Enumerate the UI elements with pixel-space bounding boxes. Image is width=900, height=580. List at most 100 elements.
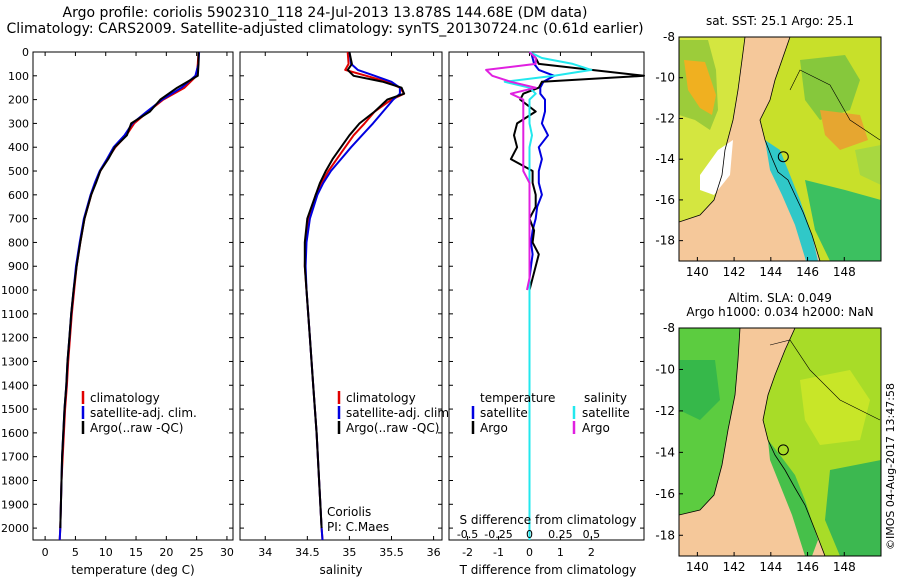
depth-tick-label: 1800 [1, 474, 29, 487]
depth-tick-label: 800 [8, 236, 29, 249]
difference-axes-frame [448, 51, 645, 541]
map-y-tick-label: -8 [663, 321, 675, 335]
sla-gulf-deep [679, 360, 720, 420]
map-y-tick-label: -18 [655, 528, 675, 542]
legend-argo-label: Argo(..raw -QC) [346, 421, 439, 435]
map-x-tick-label: 148 [833, 265, 856, 279]
difference-legend: temperature satellite Argo salinity sate… [471, 391, 630, 435]
plot-title-line2: Climatology: CARS2009. Satellite-adjuste… [6, 21, 644, 37]
salinity-panel: 34 34.5 35 35.5 36 salinity climatology sate… [239, 51, 453, 577]
sst-map-panel: sat. SST: 25.1 Argo: 25.1 140 142 144 146 14… [655, 14, 882, 279]
salinity-legend: climatology satellite-adj. clim. Argo(..… [337, 391, 453, 435]
map-x-tick-label: 144 [759, 560, 782, 574]
map-x-tick-label: 148 [833, 560, 856, 574]
temperature-profiles [58, 51, 201, 541]
x-tick-label: 0 [526, 546, 533, 559]
difference-x-ticks: -2 -1 0 1 2 [462, 52, 595, 559]
sst-coastline [679, 37, 821, 261]
sla-coastline [679, 328, 826, 556]
map-y-tick-label: -12 [655, 404, 675, 418]
salinity-depth-ticks [240, 51, 442, 529]
s-tick-label: 0.5 [583, 528, 601, 541]
depth-tick-label: 700 [8, 213, 29, 226]
sla-map-subtitle: Argo h1000: 0.034 h2000: NaN [686, 305, 873, 319]
x-tick-label: 35 [342, 546, 356, 559]
legend-clim-label: climatology [90, 391, 160, 405]
depth-tick-label: 600 [8, 189, 29, 202]
depth-tick-label: 1200 [1, 332, 29, 345]
map-x-tick-label: 140 [686, 265, 709, 279]
diff-sargo-line [485, 51, 537, 291]
sst-coralsea-warm [820, 110, 868, 150]
depth-tick-label: 1000 [1, 284, 29, 297]
sla-coastal-band [768, 440, 818, 556]
sst-coralsea-cool [805, 180, 881, 261]
map-y-tick-label: -16 [655, 487, 675, 501]
difference-profiles [485, 51, 645, 540]
sst-coralsea-green [800, 55, 860, 120]
pi-credit: PI: C.Maes [327, 520, 389, 534]
depth-tick-label: 1600 [1, 427, 29, 440]
legend-tsat-label: satellite [480, 406, 528, 420]
depth-tick-label: 200 [8, 94, 29, 107]
salinity-x-ticks: 34 34.5 35 35.5 36 [258, 52, 441, 559]
temperature-xlabel: temperature (deg C) [71, 563, 194, 577]
sla-coralsea-high [800, 370, 870, 445]
legend-sat-label: satellite-adj. clim. [346, 406, 453, 420]
x-tick-label: 5 [72, 546, 79, 559]
depth-tick-label: 1500 [1, 403, 29, 416]
depth-tick-label: 400 [8, 141, 29, 154]
depth-tick-label: 1100 [1, 308, 29, 321]
map-y-tick-label: -14 [655, 152, 675, 166]
sst-gulf-warm [684, 60, 716, 115]
sst-map-ticks: 140 142 144 146 148 -8 -10 -12 -14 -16 -18 [655, 30, 855, 279]
sla-profile-marker [777, 444, 789, 456]
sla-coralsea-low [825, 460, 881, 556]
sst-map-frame [678, 36, 882, 262]
map-x-tick-label: 144 [759, 265, 782, 279]
legend-argo-label: Argo(..raw -QC) [90, 421, 183, 435]
x-tick-label: 34.5 [295, 546, 320, 559]
x-tick-label: 10 [99, 546, 113, 559]
temperature-depth-ticks: 0 100 200 300 400 500 600 700 800 900 1000 1100 1200… [1, 46, 233, 535]
sst-map-image [679, 37, 881, 261]
legend-ssat-label: satellite [582, 406, 630, 420]
sst-profile-marker [777, 151, 789, 163]
sla-map-frame [678, 327, 882, 557]
salinity-xlabel: salinity [319, 563, 362, 577]
map-y-tick-label: -10 [655, 71, 675, 85]
difference-panel: -2 -1 0 1 2 S difference from climatology -0… [448, 51, 645, 577]
s-tick-label: 0 [526, 528, 533, 541]
x-tick-label: 1 [557, 546, 564, 559]
s-tick-label: -0.5 [457, 528, 478, 541]
x-tick-label: 0 [42, 546, 49, 559]
s-tick-label: -0.25 [484, 528, 512, 541]
depth-tick-label: 2000 [1, 522, 29, 535]
sal-argo-line [303, 51, 406, 529]
depth-tick-label: 1300 [1, 355, 29, 368]
legend-temperature-heading: temperature [480, 391, 555, 405]
map-x-tick-label: 142 [723, 265, 746, 279]
temperature-legend: climatology satellite-adj. clim. Argo(..… [81, 391, 197, 435]
temperature-panel: 0 5 10 15 20 25 30 0 100 200 300 400 500 600 700 800 90… [1, 46, 234, 577]
legend-salinity-heading: salinity [584, 391, 627, 405]
map-y-tick-label: -12 [655, 111, 675, 125]
t-difference-xlabel: T difference from climatology [459, 563, 637, 577]
temperature-x-ticks: 0 5 10 15 20 25 30 [42, 52, 234, 559]
depth-tick-label: 500 [8, 165, 29, 178]
s-difference-xlabel: S difference from climatology [460, 513, 637, 527]
map-y-tick-label: -10 [655, 362, 675, 376]
sst-coastal-cyan [765, 140, 818, 261]
sst-bathy-contour [789, 69, 881, 141]
map-x-tick-label: 146 [796, 560, 819, 574]
map-x-tick-label: 140 [686, 560, 709, 574]
difference-depth-ticks [449, 51, 644, 529]
x-tick-label: -1 [493, 546, 504, 559]
sla-map-ticks: 140 142 144 146 148 -8 -10 -12 -14 -16 -18 [655, 321, 855, 574]
map-x-tick-label: 142 [723, 560, 746, 574]
depth-tick-label: 0 [22, 46, 29, 59]
s-difference-ticks: -0.5 -0.25 0 0.25 0.5 [457, 528, 600, 541]
map-y-tick-label: -18 [655, 234, 675, 248]
map-y-tick-label: -14 [655, 445, 675, 459]
